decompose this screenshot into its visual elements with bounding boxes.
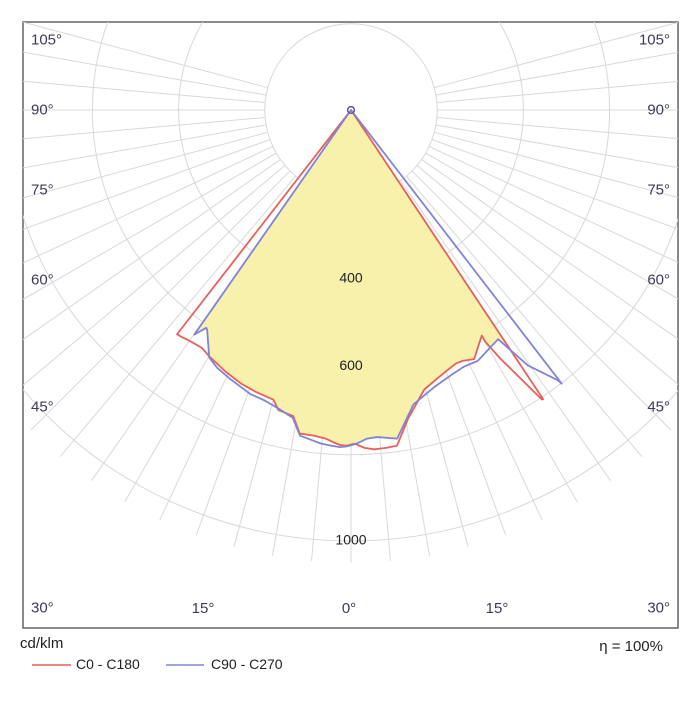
svg-text:600: 600 <box>339 357 363 373</box>
svg-text:105°: 105° <box>639 31 670 48</box>
svg-text:60°: 60° <box>647 271 670 288</box>
svg-text:η = 100%: η = 100% <box>599 638 663 655</box>
svg-text:15°: 15° <box>486 600 509 617</box>
svg-text:105°: 105° <box>31 31 62 48</box>
svg-text:C0 - C180: C0 - C180 <box>76 656 140 672</box>
svg-text:90°: 90° <box>31 101 54 118</box>
svg-text:75°: 75° <box>647 181 670 198</box>
svg-text:45°: 45° <box>31 399 54 416</box>
svg-text:400: 400 <box>339 269 363 285</box>
svg-text:90°: 90° <box>647 101 670 118</box>
svg-text:30°: 30° <box>647 600 670 617</box>
svg-text:45°: 45° <box>647 399 670 416</box>
svg-text:30°: 30° <box>31 600 54 617</box>
svg-text:1000: 1000 <box>335 531 366 547</box>
svg-text:0°: 0° <box>342 600 356 617</box>
svg-text:cd/klm: cd/klm <box>20 635 63 652</box>
svg-text:15°: 15° <box>192 600 215 617</box>
svg-text:C90 - C270: C90 - C270 <box>211 656 283 672</box>
svg-text:75°: 75° <box>31 181 54 198</box>
svg-text:60°: 60° <box>31 271 54 288</box>
